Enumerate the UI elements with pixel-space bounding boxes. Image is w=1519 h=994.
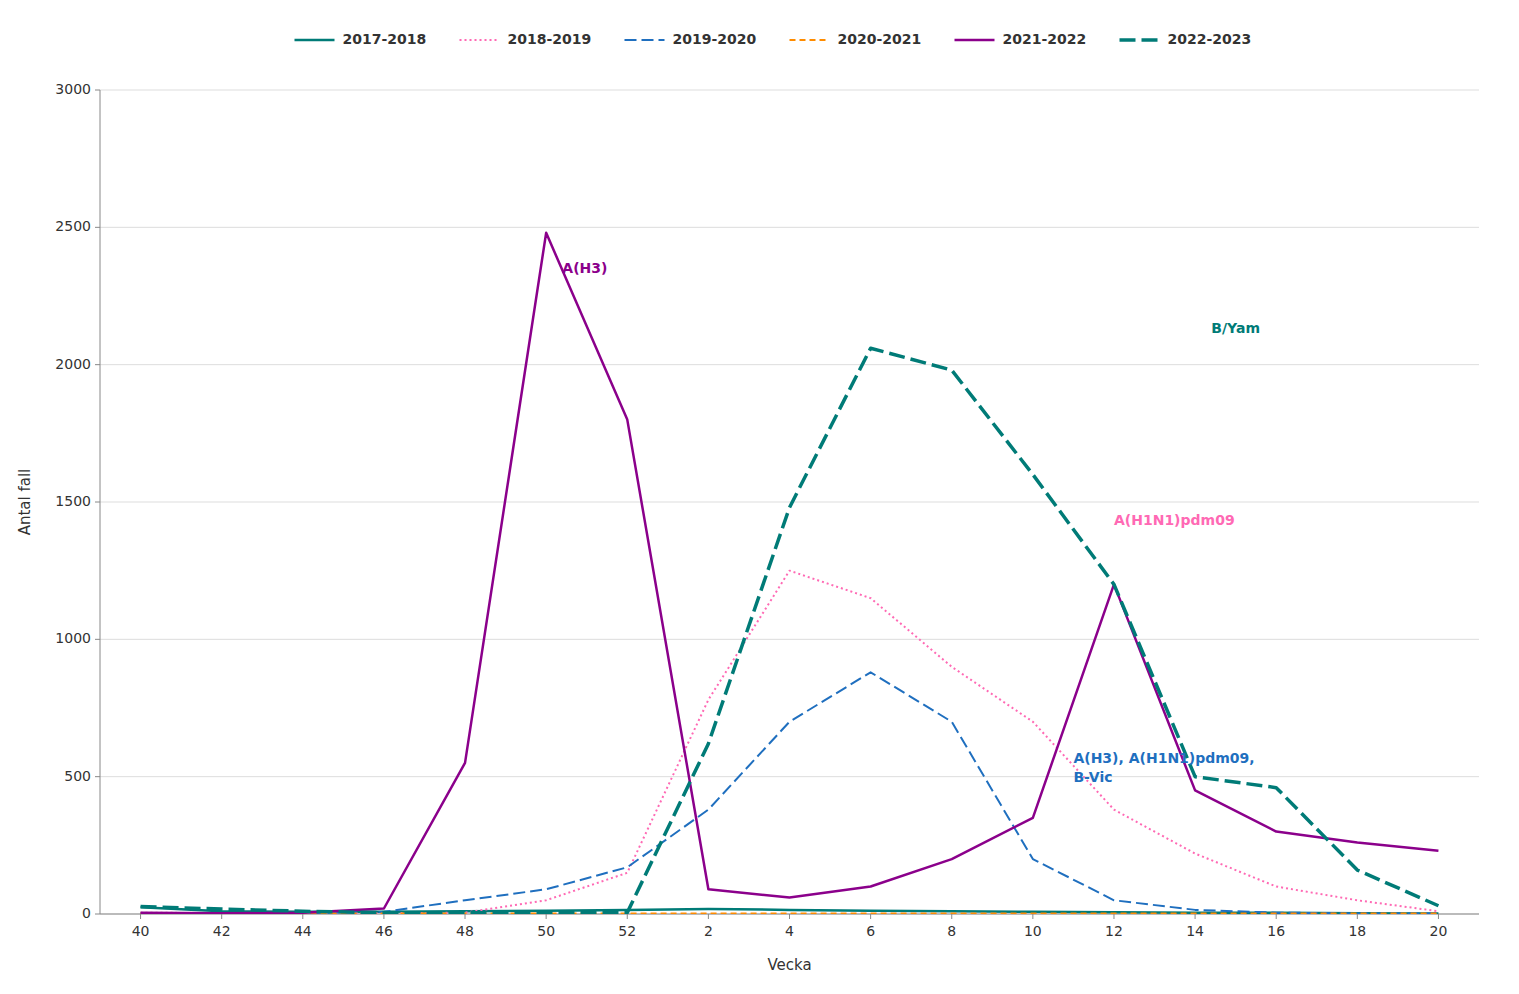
legend-swatch bbox=[460, 39, 500, 41]
annotation: A(H3) bbox=[562, 260, 607, 276]
x-tick-label: 12 bbox=[1105, 923, 1123, 939]
x-tick-label: 48 bbox=[456, 923, 474, 939]
legend-label: 2022-2023 bbox=[1168, 31, 1252, 47]
x-tick-label: 2 bbox=[704, 923, 713, 939]
y-tick bbox=[95, 914, 100, 915]
x-tick bbox=[951, 914, 952, 919]
series-line bbox=[141, 672, 1439, 913]
series-line bbox=[141, 348, 1439, 912]
x-tick bbox=[221, 914, 222, 919]
x-tick bbox=[1357, 914, 1358, 919]
x-tick bbox=[465, 914, 466, 919]
y-tick-label: 3000 bbox=[55, 81, 91, 97]
legend-label: 2017-2018 bbox=[343, 31, 427, 47]
x-tick bbox=[789, 914, 790, 919]
x-tick bbox=[870, 914, 871, 919]
legend-label: 2018-2019 bbox=[508, 31, 592, 47]
x-tick-label: 6 bbox=[866, 923, 875, 939]
y-axis-line bbox=[100, 90, 101, 914]
x-tick bbox=[627, 914, 628, 919]
x-tick bbox=[1113, 914, 1114, 919]
annotations: A(H3) B/Yam A(H1N1)pdm09 A(H3), A(H1N1)pdm0… bbox=[562, 260, 1260, 785]
x-tick bbox=[1276, 914, 1277, 919]
x-tick-label: 8 bbox=[947, 923, 956, 939]
x-tick-label: 20 bbox=[1430, 923, 1448, 939]
annotation: A(H1N1)pdm09 bbox=[1114, 512, 1235, 528]
legend-swatch bbox=[790, 39, 830, 41]
annotation: A(H3), A(H1N1)pdm09, B-Vic bbox=[1073, 750, 1254, 785]
legend: 2017-2018 2018-2019 2019-2020 2020-2021 2021… bbox=[295, 31, 1252, 47]
y-tick bbox=[95, 502, 100, 503]
y-tick-label: 1500 bbox=[55, 493, 91, 509]
x-tick-label: 50 bbox=[537, 923, 555, 939]
annotation-line: B/Yam bbox=[1211, 320, 1260, 336]
series-line bbox=[141, 571, 1439, 914]
x-tick bbox=[1032, 914, 1033, 919]
x-tick-label: 16 bbox=[1267, 923, 1285, 939]
legend-swatch bbox=[1120, 38, 1160, 42]
annotation-line: A(H1N1)pdm09 bbox=[1114, 512, 1235, 528]
series-line bbox=[141, 912, 1439, 914]
annotation: B/Yam bbox=[1211, 320, 1260, 336]
x-tick bbox=[708, 914, 709, 919]
grid-line bbox=[100, 364, 1479, 365]
x-tick-label: 4 bbox=[785, 923, 794, 939]
legend-label: 2019-2020 bbox=[673, 31, 757, 47]
y-tick bbox=[95, 776, 100, 777]
x-tick bbox=[383, 914, 384, 919]
x-tick-label: 10 bbox=[1024, 923, 1042, 939]
grid-line bbox=[100, 90, 1479, 91]
legend-label: 2020-2021 bbox=[838, 31, 922, 47]
y-tick bbox=[95, 227, 100, 228]
series-line bbox=[141, 233, 1439, 913]
legend-swatch bbox=[295, 39, 335, 42]
grid-line bbox=[100, 639, 1479, 640]
grid-line bbox=[100, 227, 1479, 228]
y-axis-label: Antal fall bbox=[16, 469, 34, 536]
y-tick-label: 2500 bbox=[55, 218, 91, 234]
x-tick-label: 52 bbox=[618, 923, 636, 939]
x-tick bbox=[302, 914, 303, 919]
grid-line bbox=[100, 776, 1479, 777]
x-tick-label: 18 bbox=[1348, 923, 1366, 939]
chart: 0500100015002000250030004042444648505224… bbox=[0, 0, 1519, 994]
annotation-line: A(H3) bbox=[562, 260, 607, 276]
x-tick-label: 46 bbox=[375, 923, 393, 939]
y-tick bbox=[95, 639, 100, 640]
x-tick bbox=[1195, 914, 1196, 919]
legend-swatch bbox=[955, 39, 995, 42]
x-tick-label: 42 bbox=[213, 923, 231, 939]
annotation-line: B-Vic bbox=[1073, 769, 1112, 785]
y-tick bbox=[95, 364, 100, 365]
x-tick-label: 40 bbox=[132, 923, 150, 939]
annotation-line: A(H3), A(H1N1)pdm09, bbox=[1073, 750, 1254, 766]
axes: 0500100015002000250030004042444648505224… bbox=[55, 81, 1479, 939]
y-tick bbox=[95, 90, 100, 91]
y-tick-label: 1000 bbox=[55, 630, 91, 646]
y-tick-label: 0 bbox=[82, 905, 91, 921]
series-lines bbox=[141, 233, 1439, 914]
legend-swatch bbox=[625, 39, 665, 41]
legend-label: 2021-2022 bbox=[1003, 31, 1087, 47]
x-tick bbox=[140, 914, 141, 919]
x-tick bbox=[546, 914, 547, 919]
grid-line bbox=[100, 502, 1479, 503]
x-tick-label: 44 bbox=[294, 923, 312, 939]
y-tick-label: 500 bbox=[64, 768, 91, 784]
grid bbox=[100, 90, 1479, 914]
y-tick-label: 2000 bbox=[55, 356, 91, 372]
x-axis-label: Vecka bbox=[767, 956, 811, 974]
x-tick bbox=[1438, 914, 1439, 919]
x-tick-label: 14 bbox=[1186, 923, 1204, 939]
